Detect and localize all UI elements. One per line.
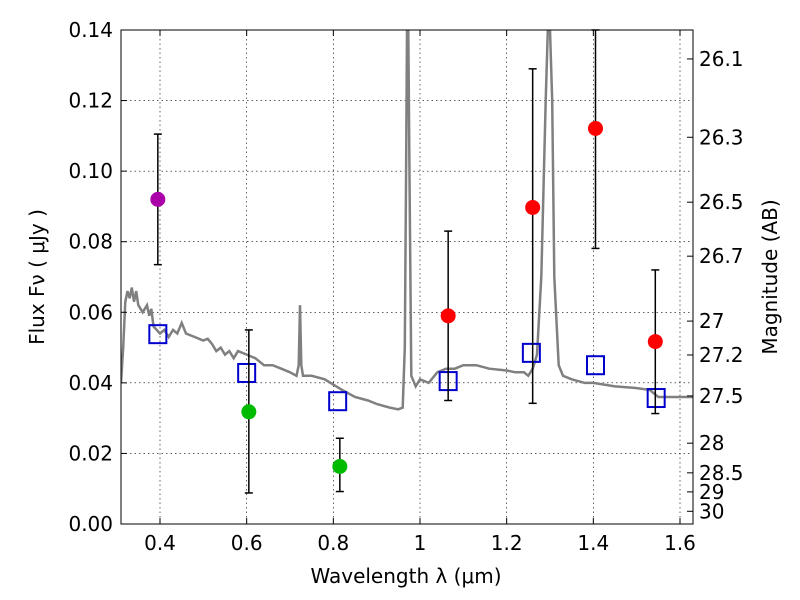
model-point	[586, 355, 605, 376]
model-point	[521, 342, 541, 363]
x-tick-label: 0.8	[317, 531, 349, 555]
y-tick-label: 0.02	[68, 441, 113, 465]
y2-tick-label: 28.5	[699, 461, 744, 485]
x-tick-label: 1	[414, 531, 427, 555]
y2-tick-label: 27.5	[699, 384, 744, 408]
y2-tick-label: 26.1	[699, 47, 744, 71]
x-tick-label: 1.6	[664, 531, 696, 555]
y-tick-label: 0.04	[68, 371, 113, 395]
y2-tick-label: 28	[699, 431, 724, 455]
x-tick-label: 0.4	[144, 531, 176, 555]
y2-tick-label: 29	[699, 480, 724, 504]
observed-point-red	[440, 308, 456, 324]
model-point	[237, 362, 257, 383]
y-tick-label: 0.06	[68, 300, 113, 324]
y2-tick-label: 27.2	[699, 343, 744, 367]
x-tick-label: 0.6	[231, 531, 263, 555]
y2-axis-title: Magnitude (AB)	[758, 199, 782, 354]
y2-tick-label: 27	[699, 309, 724, 333]
y2-tick-label: 26.7	[699, 244, 744, 268]
model-point	[328, 391, 348, 412]
tick-labels: 0.4 0.6 0.8 1 1.2 1.4 1.6 0.00 0.02 0.04 0.06 0.08 0…	[68, 18, 743, 555]
observed-point-green	[241, 404, 257, 420]
observed-point-red	[525, 199, 541, 215]
observed-point-purple	[150, 191, 166, 207]
observed-points-layer	[150, 120, 663, 474]
model-point	[148, 324, 168, 345]
y-tick-label: 0.00	[68, 512, 113, 536]
y-tick-label: 0.14	[68, 18, 113, 42]
y2-tick-label: 26.5	[699, 190, 744, 214]
model-point	[646, 388, 666, 409]
observed-point-red	[647, 334, 663, 350]
y2-tick-label: 30	[699, 499, 724, 523]
x-axis-title: Wavelength λ (μm)	[310, 564, 501, 588]
y-tick-label: 0.10	[68, 159, 113, 183]
y-axis-title: Flux Fν ( μJy )	[25, 209, 49, 345]
y-tick-label: 0.08	[68, 230, 113, 254]
observed-point-green	[332, 458, 348, 474]
y2-tick-label: 26.3	[699, 125, 744, 149]
observed-point-red	[588, 120, 603, 136]
model-spectrum-layer	[121, 30, 693, 411]
ticks	[121, 29, 693, 525]
plot-frame	[120, 29, 694, 525]
model-spectrum-line	[121, 30, 693, 411]
x-tick-label: 1.2	[491, 531, 523, 555]
x-tick-label: 1.4	[577, 531, 609, 555]
y-tick-label: 0.12	[68, 89, 113, 113]
